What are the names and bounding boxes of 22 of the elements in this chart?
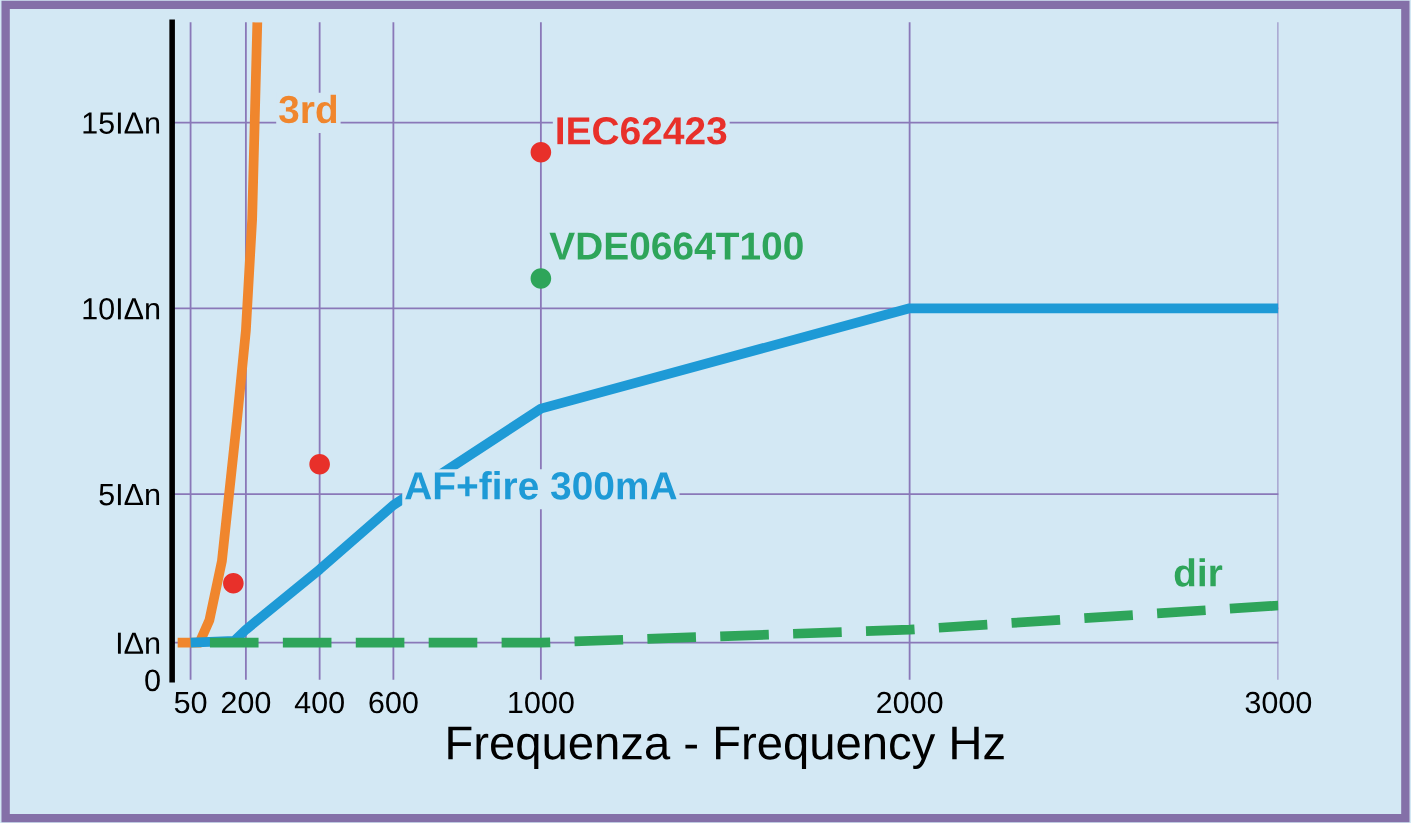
series-label: VDE0664T100 — [549, 232, 803, 260]
x-tick-label: 200 — [221, 691, 271, 714]
point — [530, 141, 552, 163]
point — [530, 268, 552, 289]
point — [309, 454, 330, 475]
y-tick-label: 5IΔn — [99, 484, 160, 506]
x-tick-label: 3000 — [1245, 691, 1312, 714]
x-tick-label: 50 — [174, 691, 207, 714]
x-axis-title: Frequenza - Frequency Hz — [448, 726, 1004, 769]
y-tick-label: 10IΔn — [83, 298, 160, 320]
point — [223, 572, 244, 594]
x-tick-label: 400 — [294, 691, 344, 714]
y-tick-label: 0 — [145, 669, 160, 692]
series-label: dir — [1174, 558, 1223, 587]
y-tick-label: IΔn — [117, 632, 160, 654]
series-label: IEC62423 — [557, 117, 727, 145]
series-label: 3rd — [279, 94, 337, 124]
x-tick-label: 1000 — [509, 691, 574, 714]
x-tick-label: 2000 — [877, 691, 943, 714]
x-tick-label: 600 — [369, 691, 418, 714]
series-label: AF+fire 300mA — [405, 471, 677, 500]
y-tick-label: 15IΔn — [83, 112, 160, 134]
